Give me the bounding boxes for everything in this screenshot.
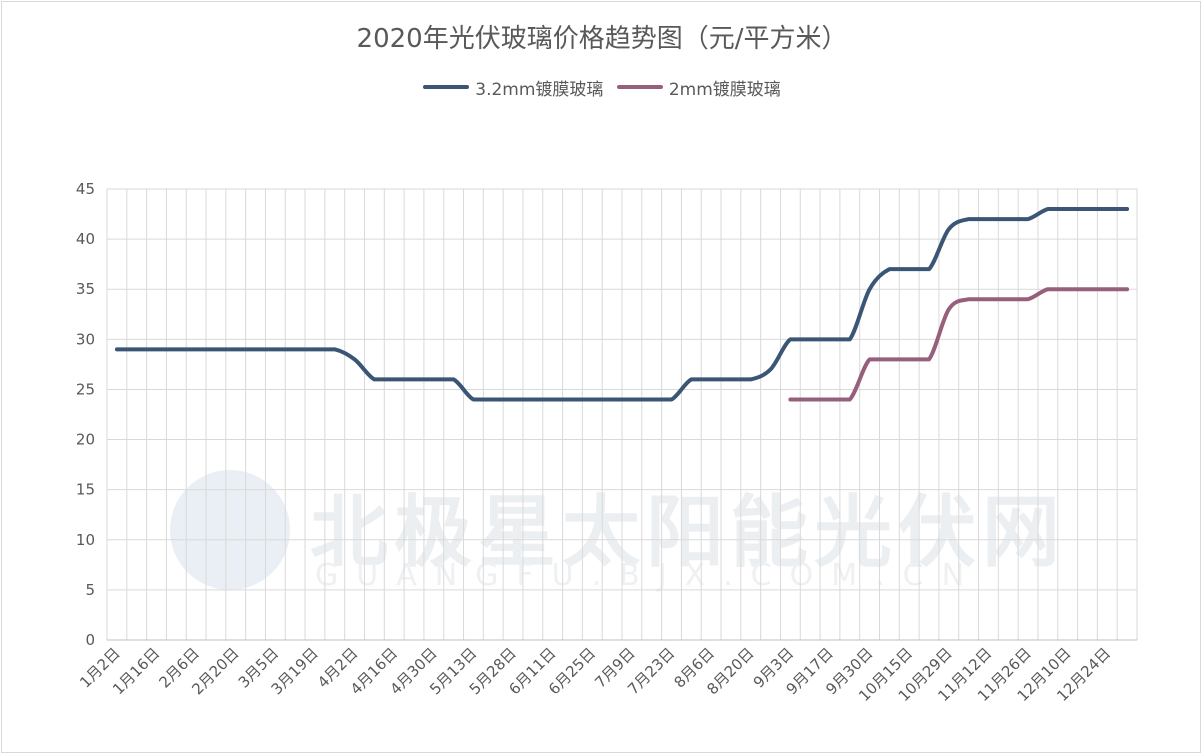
legend: 3.2mm镀膜玻璃 2mm镀膜玻璃 <box>0 74 1204 100</box>
series-line-0 <box>114 207 1130 402</box>
legend-label: 2mm镀膜玻璃 <box>668 79 781 100</box>
legend-swatch-icon <box>616 85 663 89</box>
y-tick-label: 45 <box>76 180 95 198</box>
x-tick-labels: 1月2日1月16日2月6日2月20日3月5日3月19日4月2日4月16日4月30… <box>76 644 1114 705</box>
y-tick-label: 10 <box>76 531 95 549</box>
series-line-1 <box>788 287 1130 402</box>
y-tick-label: 20 <box>76 431 95 449</box>
y-tick-label: 15 <box>76 481 95 499</box>
legend-label: 3.2mm镀膜玻璃 <box>475 79 604 100</box>
y-tick-label: 5 <box>85 581 95 599</box>
legend-item-series-0: 3.2mm镀膜玻璃 <box>423 75 603 100</box>
y-tick-label: 30 <box>76 330 95 348</box>
series-lines <box>114 207 1130 402</box>
legend-swatch-icon <box>423 85 470 89</box>
y-tick-label: 0 <box>85 631 95 649</box>
legend-item-series-1: 2mm镀膜玻璃 <box>616 75 781 100</box>
y-tick-label: 35 <box>76 280 95 298</box>
y-tick-labels: 0 5 10 15 20 25 30 35 40 45 <box>76 180 95 649</box>
chart-title: 2020年光伏玻璃价格趋势图（元/平方米） <box>356 24 848 54</box>
y-tick-label: 40 <box>76 230 95 248</box>
gridlines <box>106 188 1138 640</box>
y-tick-label: 25 <box>76 380 95 398</box>
